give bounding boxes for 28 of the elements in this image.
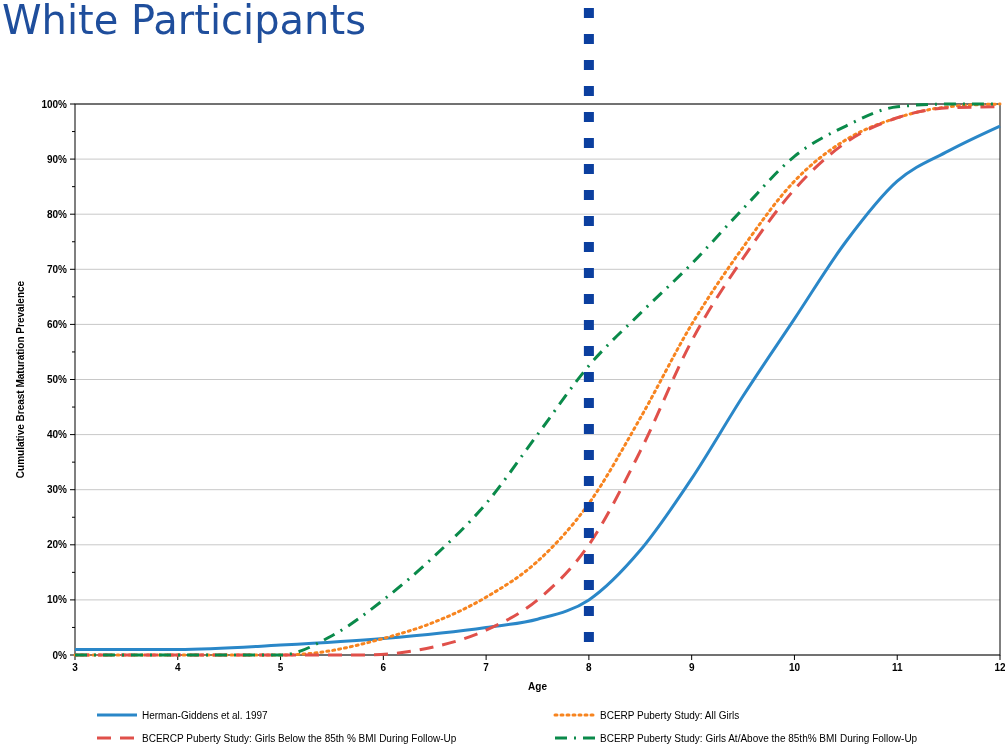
y-tick-label: 100% — [41, 98, 68, 110]
y-tick-label: 20% — [46, 539, 68, 551]
x-tick-label: 6 — [380, 662, 387, 673]
x-tick-label: 11 — [891, 662, 903, 673]
y-tick-label: 90% — [46, 153, 68, 165]
x-tick-label: 8 — [586, 662, 593, 673]
x-tick-label: 9 — [688, 662, 695, 673]
legend-label: BCERCP Puberty Study: Girls Below the 85th % BMI During Follow-Up — [142, 732, 457, 744]
x-axis-title: Age — [528, 681, 548, 692]
x-tick-label: 5 — [277, 662, 284, 673]
x-tick-label: 4 — [175, 662, 181, 673]
x-tick-label: 3 — [72, 662, 79, 673]
x-tick-label: 12 — [994, 662, 1005, 673]
chart-title: White Participants — [2, 0, 366, 43]
x-tick-label: 7 — [483, 662, 490, 673]
y-tick-label: 70% — [46, 263, 68, 275]
legend-label: Herman-Giddens et al. 1997 — [142, 709, 269, 721]
y-tick-label: 40% — [46, 429, 68, 441]
y-tick-label: 10% — [46, 594, 68, 606]
y-tick-label: 60% — [46, 318, 68, 330]
y-tick-label: 30% — [46, 484, 68, 496]
legend-label: BCERP Puberty Study: Girls At/Above the 85th% BMI During Follow-Up — [600, 732, 918, 744]
y-axis-title: Cumulative Breast Maturation Prevalence — [15, 280, 26, 479]
y-tick-label: 50% — [46, 374, 68, 385]
y-tick-label: 0% — [52, 649, 68, 661]
x-tick-label: 10 — [788, 662, 801, 673]
y-tick-label: 80% — [46, 208, 68, 220]
legend-label: BCERP Puberty Study: All Girls — [600, 709, 740, 721]
